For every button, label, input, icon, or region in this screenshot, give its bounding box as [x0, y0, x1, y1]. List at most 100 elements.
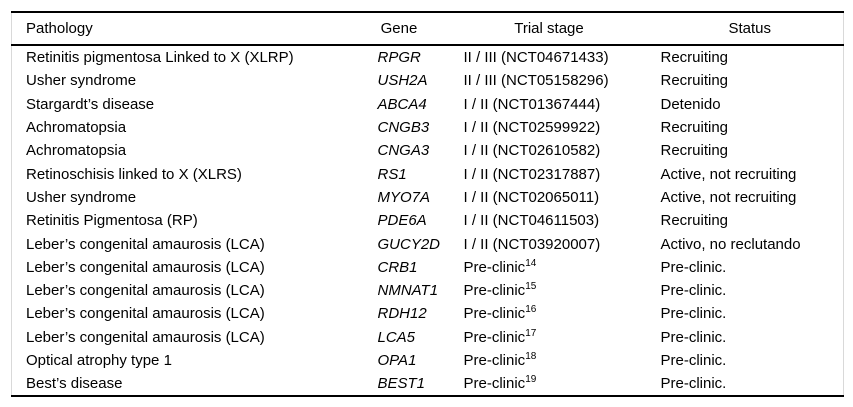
trial-stage-text: I / II (NCT02065011) — [463, 188, 600, 206]
reference-superscript: 19 — [525, 374, 537, 386]
gene-cell: CRB1 — [377, 258, 418, 276]
table-body: Retinitis pigmentosa Linked to X (XLRP) … — [12, 45, 844, 396]
table-row: Optical atrophy type 1 OPA1 Pre-clinic18… — [12, 349, 844, 372]
pathology-cell: Achromatopsia — [26, 119, 127, 137]
table-row: Retinitis pigmentosa Linked to X (XLRP) … — [12, 45, 844, 69]
table-row: Usher syndrome MYO7A I / II (NCT02065011… — [12, 186, 844, 209]
pathology-cell: Usher syndrome — [26, 188, 137, 206]
trial-stage-text: Pre-clinic — [463, 375, 526, 393]
pathology-cell: Leber’s congenital amaurosis (LCA) — [26, 282, 265, 300]
gene-cell: LCA5 — [377, 328, 416, 346]
gene-cell: PDE6A — [377, 212, 427, 230]
trial-stage-cell: I / II (NCT02599922) — [442, 116, 657, 139]
pathology-cell: Retinoschisis linked to X (XLRS) — [26, 165, 242, 183]
column-header-pathology: Pathology — [26, 20, 93, 37]
status-cell: Activo, no reclutando — [660, 235, 801, 253]
trial-stage-cell: I / II (NCT02065011) — [442, 186, 657, 209]
header-row: Pathology Gene Trial stage Status — [11, 12, 844, 45]
column-header-trial-stage: Trial stage — [514, 20, 584, 37]
table-row: Stargardt’s disease ABCA4 I / II (NCT013… — [12, 93, 844, 116]
trial-stage-cell: I / II (NCT02610582) — [442, 139, 657, 162]
trial-stage-text: I / II (NCT02610582) — [463, 142, 601, 160]
table-row: Leber’s congenital amaurosis (LCA) GUCY2… — [12, 232, 844, 255]
reference-superscript: 18 — [525, 351, 537, 362]
reference-superscript: 17 — [525, 327, 537, 339]
gene-cell: MYO7A — [377, 188, 431, 206]
table-row: Leber’s congenital amaurosis (LCA) CRB1 … — [12, 256, 844, 279]
gene-cell: RDH12 — [377, 305, 427, 323]
gene-cell: CNGA3 — [377, 142, 430, 160]
pathology-cell: Best’s disease — [26, 375, 123, 393]
trial-stage-text: Pre-clinic — [463, 282, 526, 300]
gene-cell: CNGB3 — [377, 119, 430, 137]
trial-stage-cell: Pre-clinic19 — [442, 372, 657, 396]
trial-stage-text: Pre-clinic — [463, 328, 526, 346]
column-header-status: Status — [728, 20, 772, 37]
trial-stage-cell: I / II (NCT02317887) — [442, 162, 657, 185]
status-cell: Pre-clinic. — [660, 258, 727, 276]
table-row: Leber’s congenital amaurosis (LCA) LCA5 … — [12, 326, 844, 349]
table-row: Retinitis Pigmentosa (RP) PDE6A I / II (… — [12, 209, 844, 232]
gene-cell: OPA1 — [377, 352, 417, 369]
column-header-gene: Gene — [380, 20, 418, 37]
trial-stage-cell: I / II (NCT01367444) — [442, 93, 657, 116]
pathology-cell: Leber’s congenital amaurosis (LCA) — [26, 328, 265, 346]
table-row: Usher syndrome USH2A II / III (NCT051582… — [12, 69, 844, 92]
gene-cell: RPGR — [377, 49, 421, 67]
gene-cell: ABCA4 — [377, 95, 427, 113]
status-cell: Recruiting — [660, 212, 729, 230]
gene-cell: RS1 — [377, 165, 407, 183]
pathology-cell: Achromatopsia — [26, 142, 127, 160]
status-cell: Pre-clinic. — [660, 375, 727, 393]
status-cell: Recruiting — [660, 72, 729, 90]
gene-cell: GUCY2D — [377, 235, 441, 253]
table-row: Achromatopsia CNGB3 I / II (NCT02599922)… — [12, 116, 844, 139]
status-cell: Pre-clinic. — [660, 352, 727, 369]
table-row: Best’s disease BEST1 Pre-clinic19 Pre-cl… — [12, 372, 844, 396]
status-cell: Recruiting — [660, 142, 729, 160]
pathology-cell: Optical atrophy type 1 — [26, 352, 172, 369]
trial-stage-text: I / II (NCT01367444) — [463, 95, 601, 113]
trial-stage-text: I / II (NCT03920007) — [463, 235, 601, 253]
trial-stage-text: Pre-clinic — [463, 352, 526, 369]
trial-stage-cell: Pre-clinic16 — [442, 302, 657, 325]
table-row: Leber’s congenital amaurosis (LCA) RDH12… — [12, 302, 844, 325]
status-cell: Detenido — [660, 95, 721, 113]
trial-stage-cell: Pre-clinic17 — [442, 326, 657, 349]
reference-superscript: 16 — [525, 304, 537, 316]
clinical-trials-table: Pathology Gene Trial stage Status Retini… — [11, 11, 844, 398]
trial-stage-text: I / II (NCT04611503) — [463, 212, 600, 230]
reference-superscript: 15 — [525, 281, 537, 293]
trial-stage-cell: II / III (NCT05158296) — [442, 69, 657, 92]
gene-cell: NMNAT1 — [377, 282, 439, 300]
trial-stage-text: Pre-clinic — [463, 305, 526, 323]
table-row: Leber’s congenital amaurosis (LCA) NMNAT… — [12, 279, 844, 302]
status-cell: Recruiting — [660, 119, 729, 137]
table-row: Achromatopsia CNGA3 I / II (NCT02610582)… — [12, 139, 844, 162]
pathology-cell: Usher syndrome — [26, 72, 137, 90]
pathology-cell: Stargardt’s disease — [26, 95, 155, 113]
trial-stage-cell: I / II (NCT03920007) — [442, 232, 657, 255]
status-cell: Active, not recruiting — [660, 188, 797, 206]
pathology-cell: Retinitis pigmentosa Linked to X (XLRP) — [26, 49, 294, 67]
pathology-cell: Leber’s congenital amaurosis (LCA) — [26, 258, 265, 276]
trial-stage-text: I / II (NCT02317887) — [463, 165, 601, 183]
table-row: Retinoschisis linked to X (XLRS) RS1 I /… — [12, 162, 844, 185]
trial-stage-cell: Pre-clinic15 — [442, 279, 657, 302]
gene-cell: USH2A — [377, 72, 428, 90]
trial-stage-text: II / III (NCT04671433) — [463, 49, 609, 67]
trial-stage-cell: Pre-clinic14 — [442, 256, 657, 279]
trial-stage-cell: Pre-clinic18 — [442, 349, 657, 372]
trial-stage-cell: II / III (NCT04671433) — [442, 45, 657, 69]
pathology-cell: Retinitis Pigmentosa (RP) — [26, 212, 198, 230]
gene-cell: BEST1 — [377, 375, 426, 393]
table-header: Pathology Gene Trial stage Status — [11, 12, 844, 45]
trial-stage-cell: I / II (NCT04611503) — [442, 209, 657, 232]
pathology-cell: Leber’s congenital amaurosis (LCA) — [26, 235, 265, 253]
trial-stage-text: I / II (NCT02599922) — [463, 119, 601, 137]
trial-stage-text: II / III (NCT05158296) — [463, 72, 609, 90]
status-cell: Recruiting — [660, 49, 729, 67]
reference-superscript: 14 — [525, 257, 537, 269]
status-cell: Pre-clinic. — [660, 282, 727, 300]
status-cell: Active, not recruiting — [660, 165, 797, 183]
